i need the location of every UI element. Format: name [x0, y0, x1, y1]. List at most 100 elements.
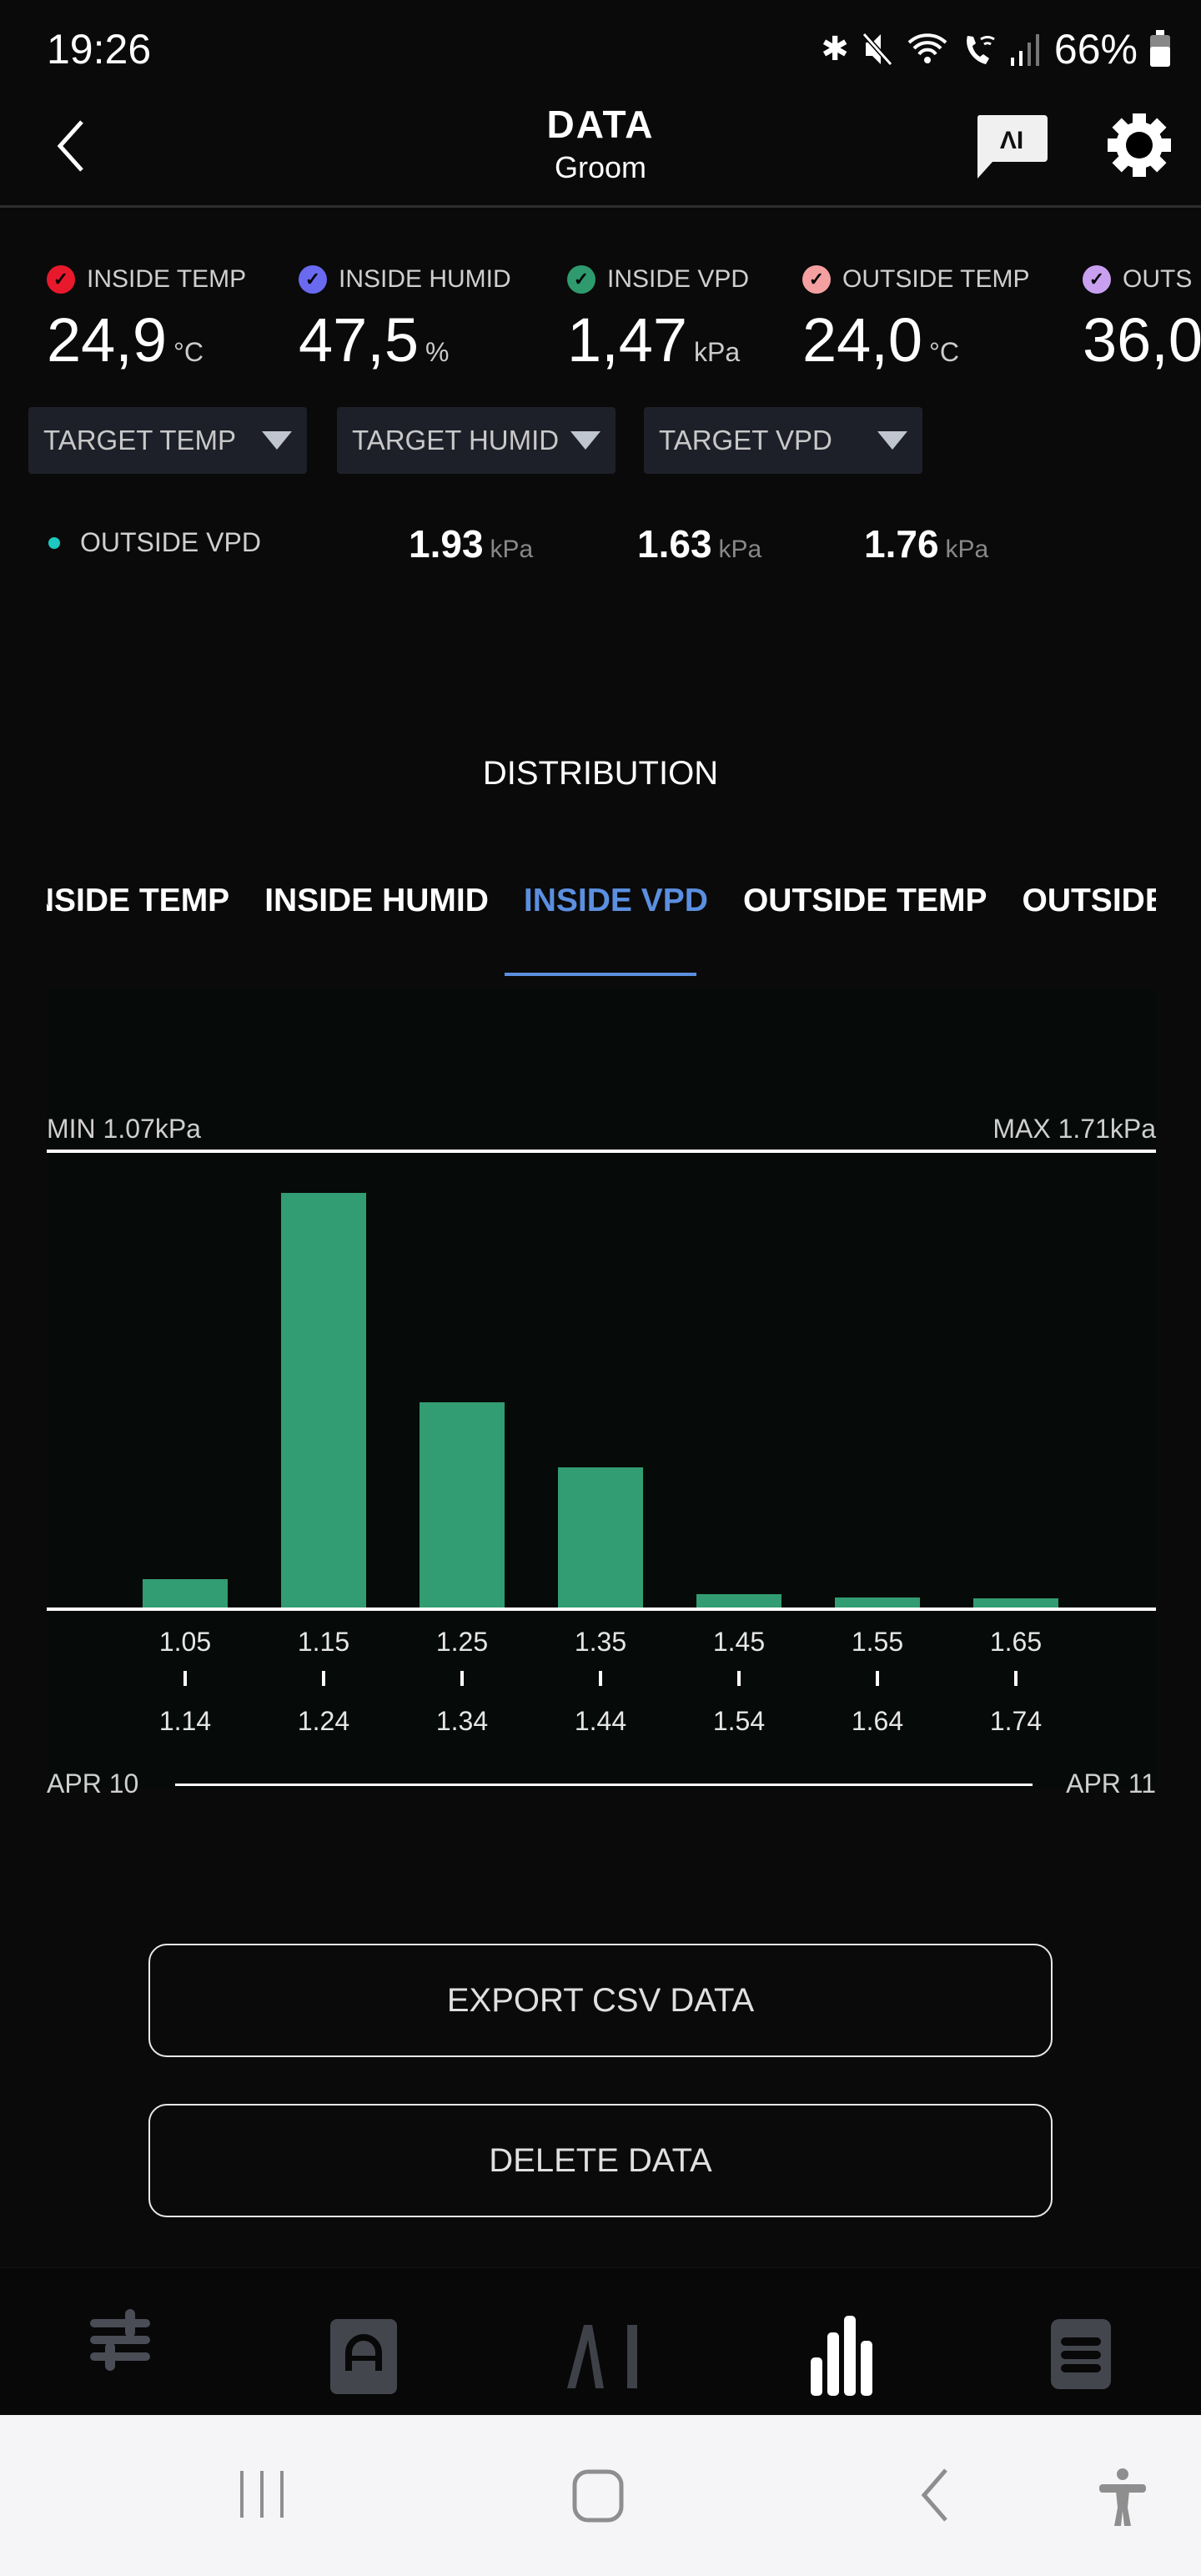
histogram-bar: [143, 1578, 228, 1607]
back-button[interactable]: [53, 117, 87, 175]
check-icon: ✓: [299, 265, 327, 294]
baseline: [47, 1607, 1156, 1611]
outside-humid-value: 36,0: [1083, 305, 1201, 375]
bin-from-label: 1.55: [851, 1627, 904, 1657]
bin-to-label: 1.74: [989, 1706, 1043, 1736]
sliders-icon[interactable]: [88, 2302, 152, 2377]
distribution-chart: [47, 989, 1156, 1789]
bar-chart-icon[interactable]: [809, 2316, 872, 2396]
tab-inside-temp[interactable]: INSIDE TEMP: [47, 883, 230, 918]
bin-tick: [876, 1671, 879, 1686]
bin-from-label: 1.65: [989, 1627, 1043, 1657]
ai-chat-icon[interactable]: ΛI: [976, 113, 1048, 180]
bin-to-label: 1.64: [851, 1706, 904, 1736]
outside-vpd-value: 1.93 kPa: [409, 522, 534, 566]
tab-outside-vpd[interactable]: OUTSIDE VPD: [1022, 883, 1156, 918]
distribution-title: DISTRIBUTION: [482, 755, 719, 792]
bottom-nav: [0, 2267, 1201, 2415]
legend-label: INSIDE VPD: [607, 265, 750, 293]
bin-to-label: 1.54: [712, 1706, 766, 1736]
legend-inside-humid[interactable]: ✓ INSIDE HUMID: [299, 265, 511, 294]
histogram-bar: [973, 1598, 1058, 1607]
bin-to-label: 1.34: [435, 1706, 489, 1736]
wifi-call-icon: [967, 35, 995, 64]
date-end: APR 11: [1066, 1768, 1156, 1799]
legend-label: OUTSIDE TEMP: [842, 265, 1030, 293]
list-icon[interactable]: [1051, 2319, 1111, 2389]
outside-vpd-label: OUTSIDE VPD: [80, 527, 261, 557]
date-range-line: [175, 1784, 1033, 1786]
arch-app-icon[interactable]: [330, 2319, 397, 2394]
ai-icon[interactable]: [564, 2323, 639, 2390]
histogram-bar: [558, 1467, 643, 1607]
inside-temp-value: 24,9 °C: [47, 305, 204, 375]
caret-down-icon: [877, 431, 907, 450]
distribution-tabs[interactable]: INSIDE TEMP INSIDE HUMID INSIDE VPD OUTS…: [47, 883, 1156, 933]
legend-outside-temp[interactable]: ✓ OUTSIDE TEMP: [802, 265, 1029, 294]
recents-icon[interactable]: [237, 2469, 287, 2519]
tab-outside-temp[interactable]: OUTSIDE TEMP: [742, 883, 987, 918]
bin-tick: [599, 1671, 602, 1686]
export-csv-button[interactable]: EXPORT CSV DATA: [148, 1944, 1053, 2057]
target-humid-dropdown[interactable]: TARGET HUMID: [337, 407, 616, 474]
legend-outside-humid[interactable]: ✓ OUTS: [1083, 265, 1192, 294]
header-divider: [0, 205, 1201, 208]
bin-from-label: 1.05: [158, 1627, 212, 1657]
legend-label: OUTS: [1123, 265, 1193, 293]
battery-icon: [1150, 30, 1170, 67]
home-icon[interactable]: [572, 2469, 624, 2523]
target-vpd-dropdown[interactable]: TARGET VPD: [644, 407, 922, 474]
gear-icon[interactable]: [1106, 112, 1173, 179]
active-tab-indicator: [505, 973, 696, 976]
back-icon[interactable]: [917, 2468, 951, 2523]
max-label: MAX 1.71kPa: [992, 1114, 1156, 1144]
legend-label: INSIDE TEMP: [87, 265, 247, 293]
outside-vpd-value: 1.76 kPa: [864, 522, 989, 566]
accessibility-icon[interactable]: [1098, 2468, 1148, 2526]
inside-humid-value: 47,5%: [299, 305, 450, 375]
bin-from-label: 1.25: [435, 1627, 489, 1657]
histogram-bar: [835, 1597, 920, 1607]
legend-label: INSIDE HUMID: [339, 265, 511, 293]
caret-down-icon: [262, 431, 292, 450]
page-subtitle: Groom: [554, 150, 647, 184]
system-nav-bar: [0, 2415, 1201, 2576]
outside-vpd-row: OUTSIDE VPD: [48, 527, 261, 558]
legend-inside-vpd[interactable]: ✓ INSIDE VPD: [567, 265, 749, 294]
svg-text:ΛI: ΛI: [1000, 127, 1023, 154]
min-label: MIN 1.07kPa: [47, 1114, 201, 1144]
bin-tick: [460, 1671, 464, 1686]
date-start: APR 10: [47, 1768, 139, 1799]
bin-from-label: 1.35: [574, 1627, 627, 1657]
status-time: 19:26: [47, 26, 152, 73]
histogram-bar: [281, 1193, 366, 1607]
histogram-bar: [420, 1402, 505, 1607]
inside-vpd-value: 1,47 kPa: [567, 305, 741, 375]
tab-inside-vpd[interactable]: INSIDE VPD: [523, 883, 708, 918]
bin-tick: [183, 1671, 187, 1686]
max-line: [47, 1150, 1156, 1153]
mute-icon: [862, 33, 893, 66]
dropdown-label: TARGET HUMID: [352, 425, 560, 455]
bin-tick: [1014, 1671, 1018, 1686]
dropdown-label: TARGET VPD: [659, 425, 832, 455]
outside-vpd-value: 1.63 kPa: [637, 522, 762, 566]
bin-tick: [737, 1671, 741, 1686]
outside-temp-value: 24,0 °C: [802, 305, 959, 375]
caret-down-icon: [570, 431, 600, 450]
delete-data-button[interactable]: DELETE DATA: [148, 2104, 1053, 2217]
histogram-bar: [696, 1594, 781, 1607]
wifi-icon: [907, 33, 947, 63]
target-temp-dropdown[interactable]: TARGET TEMP: [28, 407, 307, 474]
bin-from-label: 1.45: [712, 1627, 766, 1657]
legend-inside-temp[interactable]: ✓ INSIDE TEMP: [47, 265, 246, 294]
status-icons: ✱ 66%: [821, 25, 1171, 73]
tab-inside-humid[interactable]: INSIDE HUMID: [264, 883, 489, 918]
page-title: DATA: [546, 103, 655, 146]
bin-to-label: 1.24: [297, 1706, 350, 1736]
dropdown-label: TARGET TEMP: [43, 425, 237, 455]
check-icon: ✓: [47, 265, 75, 294]
bin-tick: [322, 1671, 325, 1686]
battery-percent: 66%: [1053, 26, 1138, 73]
check-icon: ✓: [802, 265, 831, 294]
